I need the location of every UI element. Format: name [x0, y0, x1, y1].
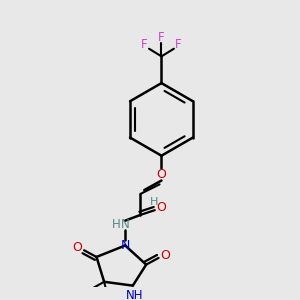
Text: H: H [112, 218, 121, 231]
Text: N: N [121, 218, 130, 231]
Text: O: O [73, 241, 82, 254]
Text: F: F [141, 38, 148, 51]
Text: F: F [175, 38, 182, 51]
Text: O: O [160, 248, 170, 262]
Text: NH: NH [126, 289, 143, 300]
Text: H: H [150, 196, 158, 207]
Text: F: F [158, 31, 165, 44]
Text: O: O [157, 201, 166, 214]
Text: N: N [121, 239, 130, 252]
Text: O: O [157, 168, 166, 181]
